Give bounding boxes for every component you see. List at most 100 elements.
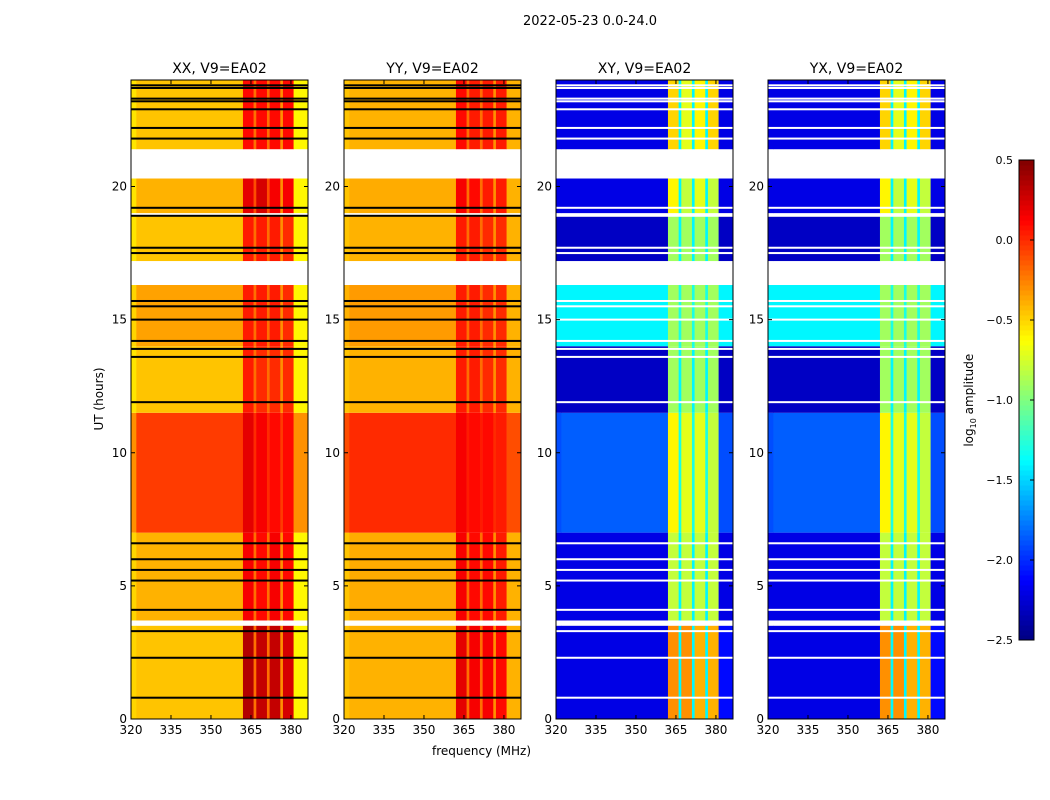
colorbar-tick-label: 0.0: [996, 234, 1014, 247]
heatmap-cell: [455, 412, 467, 533]
heatmap-cell: [705, 346, 709, 413]
flag-line: [344, 558, 521, 561]
flag-line: [556, 558, 733, 561]
heatmap-cell: [707, 215, 719, 262]
heatmap-cell: [678, 346, 682, 413]
heatmap-cell: [469, 532, 481, 621]
colorbar-segment: [1019, 350, 1034, 356]
flag-line: [768, 206, 945, 209]
colorbar-segment: [1019, 455, 1034, 461]
heatmap-cell: [694, 285, 706, 347]
heatmap-cell: [705, 178, 709, 214]
heatmap-cell: [691, 285, 695, 347]
heatmap-cell: [893, 412, 905, 533]
heatmap-cell: [718, 412, 734, 533]
heatmap-cell: [561, 532, 669, 621]
heatmap-cell: [919, 346, 931, 413]
heatmap-cell: [293, 412, 309, 533]
heatmap-cell: [667, 178, 679, 214]
heatmap-cell: [681, 80, 693, 150]
colorbar-segment: [1019, 215, 1034, 221]
heatmap-cell: [282, 80, 294, 150]
x-tick-label: 320: [333, 723, 356, 737]
colorbar-segment: [1019, 395, 1034, 401]
heatmap-cell: [691, 412, 695, 533]
heatmap-cell: [906, 215, 918, 262]
y-tick-label: 20: [325, 180, 340, 194]
heatmap-cell: [280, 80, 284, 150]
heatmap-cell: [455, 215, 467, 262]
heatmap-cell: [707, 412, 719, 533]
colorbar-segment: [1019, 235, 1034, 241]
heatmap-cell: [667, 532, 679, 621]
heatmap-cell: [344, 80, 350, 150]
flag-line: [344, 696, 521, 699]
flag-line: [131, 299, 308, 302]
colorbar-segment: [1019, 165, 1034, 171]
heatmap-cell: [556, 532, 562, 621]
flag-line: [344, 347, 521, 350]
heatmap-cell: [242, 532, 254, 621]
flag-line: [131, 137, 308, 140]
flag-line: [768, 579, 945, 582]
heatmap-cell: [349, 412, 457, 533]
heatmap-cell: [493, 285, 497, 347]
colorbar-segment: [1019, 535, 1034, 541]
flag-line: [344, 126, 521, 129]
heatmap-cell: [131, 80, 137, 150]
heatmap-cell: [495, 178, 507, 214]
heatmap-cell: [479, 215, 483, 262]
heatmap-cell: [293, 285, 309, 347]
heatmap-cell: [930, 412, 946, 533]
heatmap-cell: [266, 625, 270, 719]
heatmap-cell: [280, 346, 284, 413]
flag-line: [131, 252, 308, 255]
flag-line: [344, 401, 521, 404]
flag-line: [344, 305, 521, 308]
heatmap-cell: [893, 80, 905, 150]
heatmap-cell: [495, 80, 507, 150]
heatmap-cell: [242, 80, 254, 150]
colorbar-segment: [1019, 420, 1034, 426]
heatmap-cell: [482, 285, 494, 347]
heatmap-cell: [917, 285, 921, 347]
colorbar-segment: [1019, 515, 1034, 521]
heatmap-cell: [707, 532, 719, 621]
heatmap-cell: [917, 178, 921, 214]
heatmap-cell: [479, 532, 483, 621]
x-tick-label: 320: [120, 723, 143, 737]
heatmap-cell: [466, 80, 470, 150]
colorbar-segment: [1019, 245, 1034, 251]
colorbar-label-rest: amplitude: [961, 353, 976, 419]
flag-line: [556, 355, 733, 358]
heatmap-cell: [506, 346, 522, 413]
flag-line: [344, 318, 521, 321]
colorbar-segment: [1019, 325, 1034, 331]
x-tick-label: 365: [665, 723, 688, 737]
colorbar-segment: [1019, 200, 1034, 206]
flag-line: [344, 214, 521, 217]
heatmap-cell: [280, 412, 284, 533]
flag-line: [556, 568, 733, 571]
flag-line: [131, 542, 308, 545]
heatmap-cell: [917, 215, 921, 262]
heatmap-cell: [293, 215, 309, 262]
heatmap-cell: [694, 346, 706, 413]
flag-line: [344, 630, 521, 633]
flag-line: [344, 299, 521, 302]
heatmap-cell: [930, 532, 946, 621]
heatmap-cell: [561, 215, 669, 262]
heatmap-cell: [482, 215, 494, 262]
heatmap-cell: [282, 178, 294, 214]
heatmap-cell: [917, 532, 921, 621]
colorbar-segment: [1019, 570, 1034, 576]
flag-line: [768, 86, 945, 89]
colorbar-segment: [1019, 370, 1034, 376]
heatmap-cell: [681, 346, 693, 413]
colorbar-segment: [1019, 285, 1034, 291]
heatmap-cell: [469, 178, 481, 214]
flag-line: [344, 568, 521, 571]
flag-line: [768, 608, 945, 611]
panel-yy: YY, V9=EA02 320 335 350 365 380 0 5 10 15 20: [325, 61, 522, 737]
heatmap-cell: [269, 625, 281, 719]
